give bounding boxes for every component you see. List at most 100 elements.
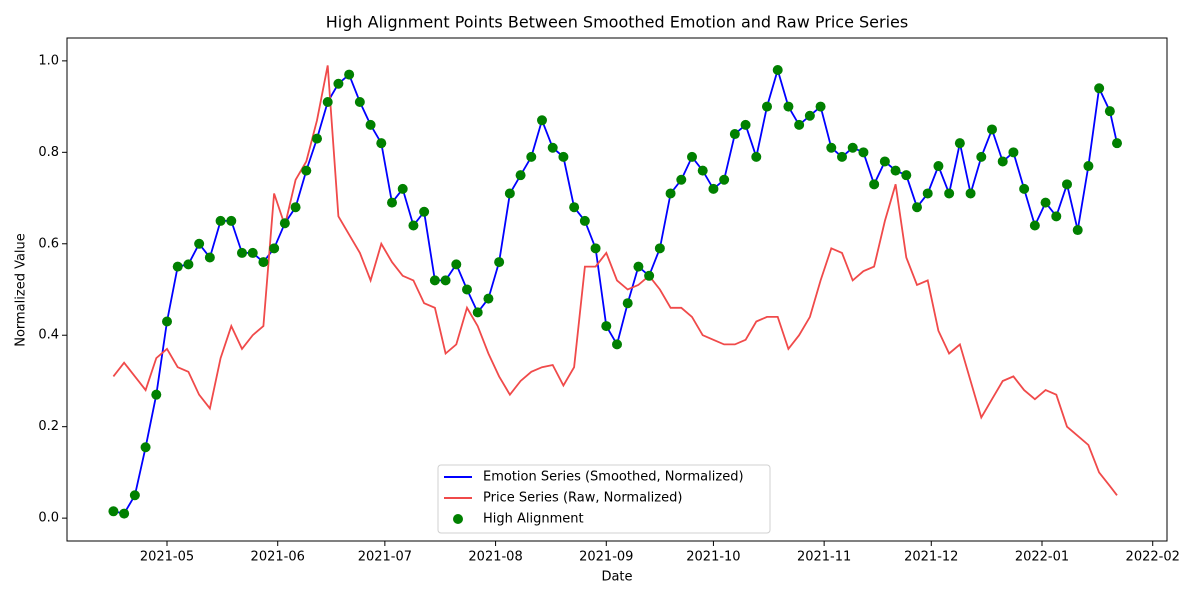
alignment-point bbox=[612, 339, 622, 350]
alignment-point bbox=[376, 138, 387, 149]
alignment-point bbox=[333, 78, 344, 89]
alignment-point bbox=[129, 490, 140, 501]
alignment-point bbox=[837, 151, 847, 162]
alignment-point bbox=[194, 238, 205, 249]
alignment-point bbox=[472, 307, 483, 318]
plot-frame bbox=[66, 37, 1168, 542]
y-tick-label: 0.2 bbox=[38, 419, 59, 434]
alignment-point bbox=[151, 389, 162, 400]
alignment-point bbox=[890, 165, 901, 176]
alignment-point bbox=[237, 247, 247, 258]
alignment-point bbox=[676, 174, 687, 185]
alignment-point bbox=[215, 215, 226, 226]
alignment-point bbox=[869, 179, 880, 190]
alignment-point bbox=[365, 119, 376, 130]
alignment-point bbox=[762, 101, 772, 112]
alignment-point bbox=[440, 275, 451, 286]
alignment-point bbox=[312, 133, 322, 144]
alignment-point bbox=[558, 151, 569, 162]
alignment-point bbox=[944, 188, 955, 199]
series-line bbox=[112, 65, 1118, 496]
legend-box bbox=[437, 464, 771, 534]
alignment-point bbox=[1040, 197, 1051, 208]
alignment-point bbox=[997, 156, 1008, 167]
alignment-point bbox=[140, 442, 151, 453]
alignment-point bbox=[515, 170, 526, 181]
y-tick-label: 0.8 bbox=[38, 145, 59, 160]
x-tick-label: 2021-07 bbox=[358, 550, 412, 565]
x-tick-label: 2021-08 bbox=[468, 550, 522, 565]
alignment-point bbox=[933, 161, 944, 172]
alignment-point bbox=[258, 257, 269, 268]
alignment-point bbox=[965, 188, 976, 199]
alignment-point bbox=[1072, 225, 1083, 236]
alignment-point bbox=[954, 138, 965, 149]
alignment-point bbox=[579, 215, 590, 226]
x-tick-label: 2021-05 bbox=[140, 550, 194, 565]
alignment-point bbox=[847, 142, 858, 153]
alignment-point bbox=[922, 188, 933, 199]
alignment-point bbox=[462, 284, 472, 295]
series-line bbox=[113, 66, 1118, 515]
alignment-point bbox=[547, 142, 558, 153]
alignment-point bbox=[1051, 211, 1062, 222]
chart-title: High Alignment Points Between Smoothed E… bbox=[326, 13, 908, 32]
legend: Emotion Series (Smoothed, Normalized) Pri… bbox=[437, 464, 771, 534]
alignment-point bbox=[172, 261, 183, 272]
alignment-point bbox=[794, 119, 805, 130]
alignment-point bbox=[665, 188, 676, 199]
alignment-point bbox=[247, 247, 258, 258]
y-tick-label: 0.0 bbox=[38, 511, 59, 526]
y-axis-label: Normalized Value bbox=[14, 233, 29, 347]
alignment-point bbox=[204, 252, 215, 263]
alignment-point bbox=[408, 220, 419, 231]
alignment-point bbox=[633, 261, 644, 272]
alignment-point bbox=[826, 142, 837, 153]
alignment-point bbox=[354, 97, 365, 108]
alignment-point bbox=[162, 316, 172, 327]
legend-label: High Alignment bbox=[483, 512, 584, 527]
alignment-point bbox=[269, 243, 280, 254]
alignment-point bbox=[740, 119, 751, 130]
x-tick-label: 2021-06 bbox=[251, 550, 305, 565]
x-tick-label: 2021-09 bbox=[579, 550, 633, 565]
alignment-point bbox=[858, 147, 869, 158]
alignment-point bbox=[1062, 179, 1072, 190]
alignment-point bbox=[429, 275, 440, 286]
alignment-point bbox=[987, 124, 997, 135]
x-axis-label: Date bbox=[601, 570, 632, 585]
y-tick-label: 1.0 bbox=[38, 53, 59, 68]
x-tick-label: 2021-11 bbox=[797, 550, 851, 565]
x-tick-label: 2022-01 bbox=[1015, 550, 1069, 565]
alignment-point bbox=[483, 293, 494, 304]
alignment-point bbox=[815, 101, 826, 112]
alignment-point bbox=[494, 257, 505, 268]
alignment-point bbox=[901, 170, 912, 181]
alignment-point bbox=[504, 188, 515, 199]
alignment-point bbox=[1083, 161, 1094, 172]
alignment-point bbox=[387, 197, 397, 208]
alignment-point bbox=[1008, 147, 1019, 158]
alignment-point bbox=[451, 259, 462, 270]
alignment-point bbox=[537, 115, 547, 126]
alignment-point bbox=[344, 69, 355, 80]
alignment-point bbox=[301, 165, 312, 176]
alignment-point bbox=[1094, 83, 1105, 94]
y-tick-label: 0.6 bbox=[38, 236, 59, 251]
legend-label: Price Series (Raw, Normalized) bbox=[483, 491, 682, 506]
alignment-point bbox=[419, 206, 430, 217]
y-tick-label: 0.4 bbox=[38, 328, 59, 343]
alignment-point bbox=[751, 151, 762, 162]
alignment-point bbox=[226, 215, 237, 226]
alignment-point bbox=[804, 110, 815, 121]
alignment-point bbox=[879, 156, 890, 167]
alignment-point bbox=[290, 202, 301, 213]
alignment-point bbox=[783, 101, 794, 112]
alignment-point bbox=[708, 183, 719, 194]
alignment-point bbox=[526, 151, 537, 162]
alignment-point bbox=[1029, 220, 1040, 231]
alignment-point bbox=[654, 243, 665, 254]
alignment-point bbox=[590, 243, 601, 254]
